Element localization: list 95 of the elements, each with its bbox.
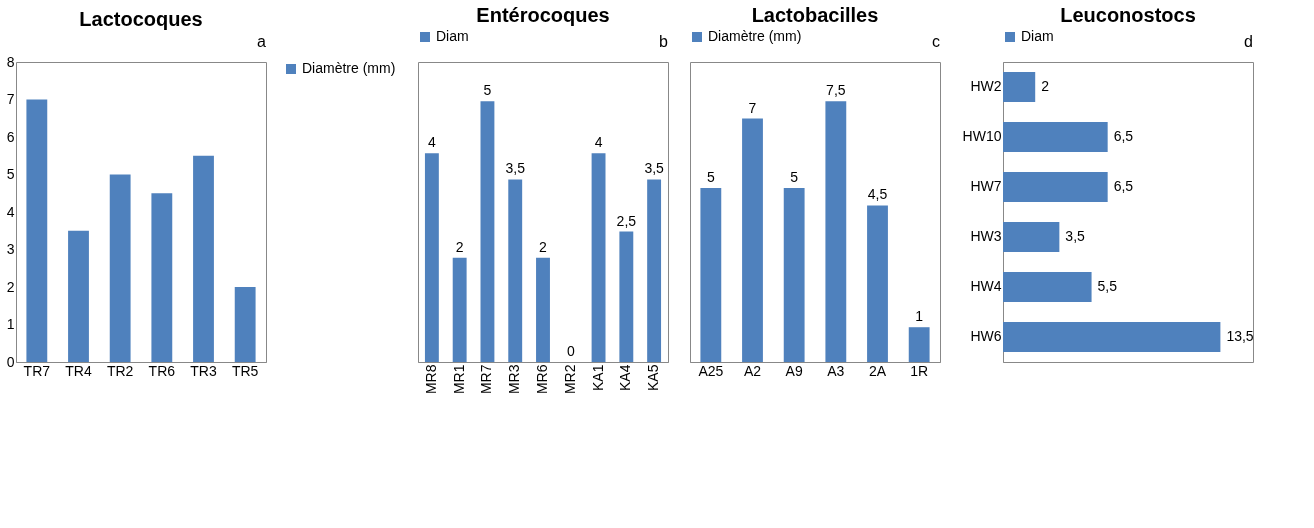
bar (68, 230, 89, 362)
bar (647, 179, 662, 362)
y-tick-label: HW10 (962, 128, 1002, 144)
bar (1003, 222, 1060, 252)
x-tick-label: A3 (827, 362, 845, 379)
x-tick-label: KA1 (589, 364, 606, 391)
bar (26, 99, 48, 362)
x-tick-label: MR3 (506, 364, 523, 395)
legend-label: Diam (436, 28, 469, 44)
y-tick-label: 3 (6, 241, 15, 257)
y-tick-label: HW2 (970, 78, 1002, 94)
data-label: 2 (455, 238, 464, 255)
bar (234, 287, 256, 362)
y-tick-label: 7 (6, 91, 15, 107)
bar (908, 327, 930, 362)
data-label: 5 (790, 169, 799, 186)
data-label: 6,5 (1113, 128, 1134, 144)
legend-label: Diam (1021, 28, 1054, 44)
chart-title: Entérocoques (476, 4, 610, 26)
bar (193, 155, 214, 362)
legend-label: Diamètre (mm) (708, 28, 802, 44)
x-tick-label: TR5 (231, 362, 259, 379)
data-label: 3,5 (644, 160, 665, 177)
bar (825, 101, 847, 362)
data-label: 3,5 (1065, 228, 1086, 244)
data-label: 2 (539, 238, 548, 255)
chart-title: Lactocoques (79, 8, 203, 30)
bar (619, 231, 634, 362)
text: b (659, 33, 669, 50)
y-tick-label: HW4 (970, 278, 1002, 294)
x-tick-label: MR1 (450, 364, 467, 395)
bar (424, 153, 439, 362)
x-tick-label: TR6 (148, 362, 176, 379)
data-label: 6,5 (1113, 178, 1134, 194)
x-tick-label: KA5 (645, 364, 662, 391)
bar (591, 153, 606, 362)
bar (1003, 122, 1108, 152)
x-tick-label: MR8 (422, 364, 439, 395)
x-tick-label: 2A (868, 362, 887, 379)
data-label: 4 (594, 134, 603, 151)
y-tick-label: 2 (6, 278, 15, 295)
bar (508, 179, 523, 362)
legend-label: Diamètre (mm) (302, 60, 396, 76)
bar (1003, 322, 1221, 352)
x-tick-label: MR2 (561, 364, 578, 395)
bar (109, 174, 131, 362)
x-tick-label: MR7 (478, 364, 495, 395)
y-tick-label: 4 (6, 203, 15, 220)
x-tick-label: TR2 (106, 362, 134, 379)
data-label: 3,5 (505, 160, 526, 177)
x-tick-label: TR4 (65, 362, 92, 379)
chart-title: Lactobacilles (751, 4, 879, 26)
bar (783, 188, 805, 362)
y-tick-label: 6 (6, 128, 15, 145)
x-tick-label: 1R (910, 362, 929, 379)
x-tick-label: KA4 (617, 364, 634, 391)
data-label: 4 (427, 134, 436, 151)
bar (867, 205, 888, 362)
data-label: 0 (566, 343, 575, 359)
y-tick-label: HW6 (970, 328, 1002, 344)
bar (742, 118, 763, 362)
data-label: 13,5 (1226, 328, 1254, 344)
text: c (932, 33, 940, 50)
bar (536, 257, 550, 362)
bar (480, 101, 495, 362)
x-tick-label: MR6 (534, 364, 550, 395)
data-label: 7,5 (826, 82, 846, 99)
bar (1003, 172, 1108, 202)
data-label: 2 (1041, 78, 1050, 94)
text: d (1244, 33, 1253, 50)
text: a (257, 33, 267, 50)
data-label: 5 (706, 169, 715, 186)
y-tick-label: 1 (6, 316, 15, 332)
x-tick-label: A9 (785, 362, 803, 379)
data-label: 1 (915, 308, 924, 325)
x-tick-label: TR3 (190, 362, 217, 379)
x-tick-label: TR7 (23, 362, 51, 379)
data-label: 7 (748, 99, 757, 116)
y-tick-label: 8 (6, 53, 15, 70)
data-label: 2,5 (616, 212, 637, 229)
bar (151, 193, 173, 362)
data-label: 5 (483, 82, 492, 99)
bar (1003, 72, 1036, 102)
y-tick-label: HW3 (970, 228, 1002, 244)
y-tick-label: HW7 (970, 178, 1002, 194)
x-tick-label: A25 (698, 362, 724, 379)
y-tick-label: 5 (6, 166, 15, 182)
bar (452, 257, 467, 362)
data-label: 5,5 (1097, 278, 1118, 294)
chart-title: Leuconostocs (1060, 4, 1196, 26)
bar (700, 188, 722, 362)
y-tick-label: 0 (6, 353, 15, 370)
bar (1003, 272, 1092, 302)
data-label: 4,5 (867, 186, 888, 203)
x-tick-label: A2 (743, 362, 762, 379)
